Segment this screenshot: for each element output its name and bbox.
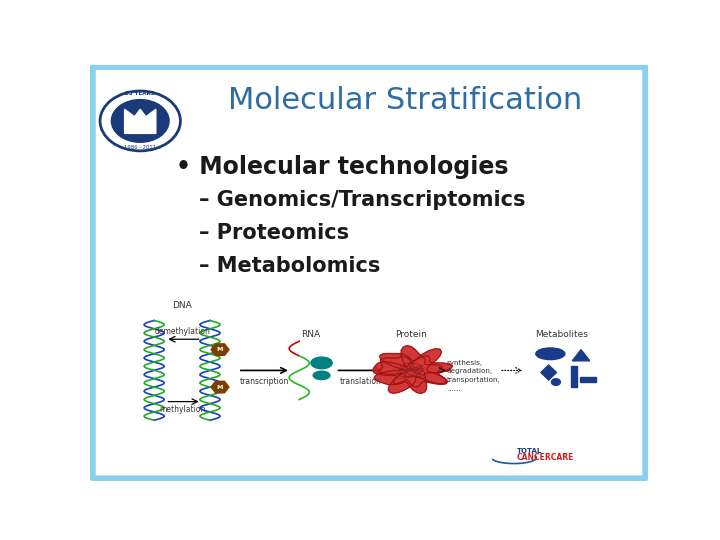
Text: TOTAL: TOTAL — [517, 448, 542, 454]
Ellipse shape — [311, 357, 332, 369]
Text: RNA: RNA — [301, 330, 320, 339]
Circle shape — [552, 379, 560, 386]
Polygon shape — [125, 109, 156, 133]
Text: Protein: Protein — [395, 330, 427, 339]
Text: M: M — [217, 347, 223, 352]
Bar — [571, 366, 577, 387]
Text: synthesis,: synthesis, — [447, 360, 483, 366]
Text: degradation,: degradation, — [447, 368, 493, 374]
Text: ......: ...... — [447, 386, 461, 392]
Polygon shape — [541, 365, 557, 380]
Text: 1986 - 2011: 1986 - 2011 — [124, 145, 156, 151]
Text: translation: translation — [340, 377, 382, 386]
Text: Molecular Stratification: Molecular Stratification — [228, 86, 582, 114]
Text: • Molecular technologies: • Molecular technologies — [176, 154, 509, 179]
Polygon shape — [373, 346, 453, 394]
Text: transportation,: transportation, — [447, 377, 501, 383]
Ellipse shape — [536, 348, 565, 360]
Text: CANCERCARE: CANCERCARE — [517, 453, 575, 462]
Text: Metabolites: Metabolites — [535, 330, 588, 339]
Text: ™: ™ — [560, 455, 565, 460]
Text: – Proteomics: – Proteomics — [199, 223, 349, 243]
Bar — [580, 377, 595, 382]
Text: transcription: transcription — [240, 377, 289, 386]
Text: 25 YEARS: 25 YEARS — [125, 91, 155, 97]
Ellipse shape — [313, 371, 330, 380]
Text: M: M — [217, 384, 223, 389]
Text: methylation: methylation — [159, 405, 205, 414]
Text: DNA: DNA — [172, 301, 192, 310]
Text: – Metabolomics: – Metabolomics — [199, 256, 380, 276]
Text: demethylation: demethylation — [154, 327, 210, 336]
Text: – Genomics/Transcriptomics: – Genomics/Transcriptomics — [199, 190, 526, 210]
Circle shape — [111, 99, 170, 143]
